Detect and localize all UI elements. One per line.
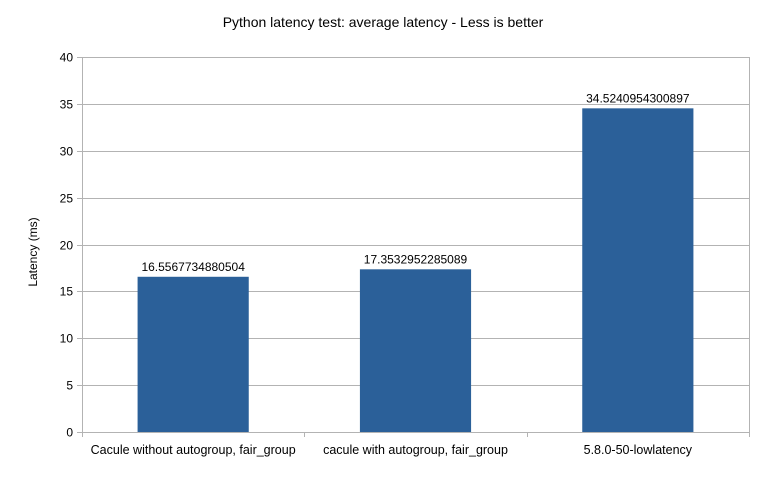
y-tick-label: 0 xyxy=(66,426,73,440)
axes: 0 5 10 15 20 25 30 35 40 Cacule without autogroup… xyxy=(60,51,750,457)
y-tick-label: 20 xyxy=(60,239,74,253)
y-tick-label: 40 xyxy=(60,51,74,65)
x-tick-label-2: cacule with autogroup, fair_group xyxy=(323,443,508,457)
bars xyxy=(137,108,694,432)
x-tick-label-1: Cacule without autogroup, fair_group xyxy=(91,443,296,457)
data-label-1: 16.5567734880504 xyxy=(141,260,245,274)
bar-1 xyxy=(137,276,249,432)
y-tick-label: 25 xyxy=(60,192,74,206)
bar-2 xyxy=(359,269,472,432)
y-tick-label: 15 xyxy=(60,285,74,299)
y-axis-label: Latency (ms) xyxy=(26,217,40,286)
data-labels: 16.5567734880504 17.3532952285089 34.52409… xyxy=(141,91,689,273)
y-tick-label: 30 xyxy=(60,145,74,159)
y-tick-label: 10 xyxy=(60,332,74,346)
y-tick-label: 35 xyxy=(60,98,74,112)
data-label-3: 34.5240954300897 xyxy=(586,91,690,105)
x-tick-label-3: 5.8.0-50-lowlatency xyxy=(584,443,693,457)
bar-3 xyxy=(582,108,694,432)
y-tick-label: 5 xyxy=(66,379,73,393)
data-label-2: 17.3532952285089 xyxy=(364,252,468,266)
chart-title: Python latency test: average latency - L… xyxy=(223,14,544,30)
